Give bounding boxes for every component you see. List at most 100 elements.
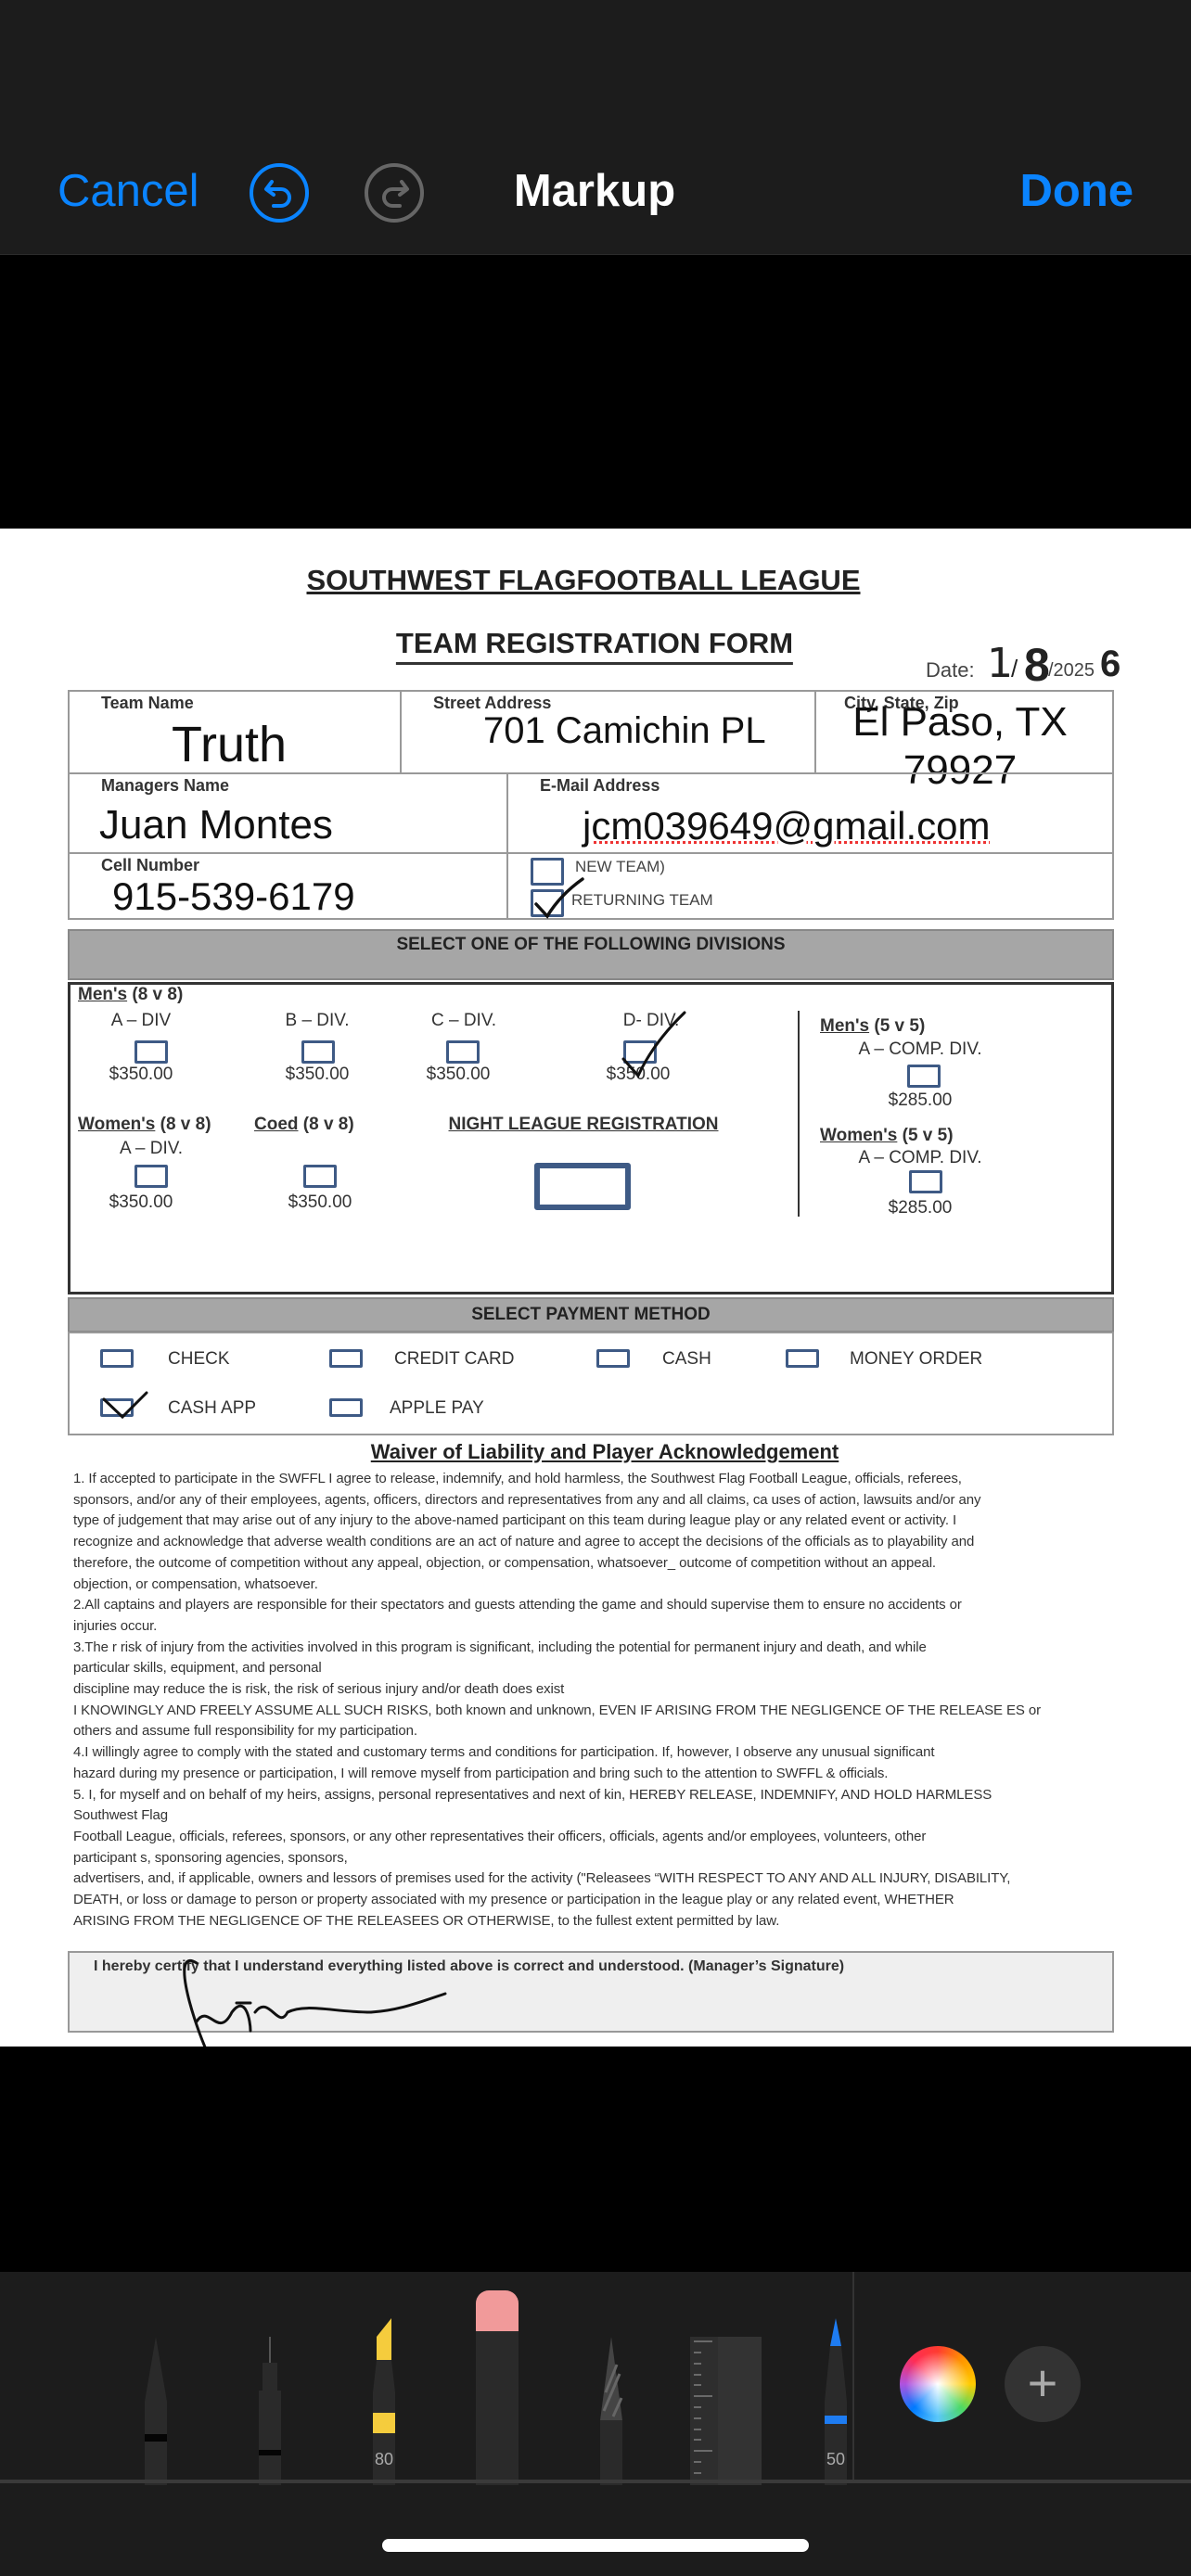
email-value: jcm039649@gmail.com	[583, 804, 991, 848]
check-label: CHECK	[168, 1349, 230, 1369]
team-name-label: Team Name	[101, 694, 194, 712]
manager-label: Managers Name	[101, 776, 230, 795]
waiver-line: objection, or compensation, whatsoever.	[73, 1575, 318, 1592]
night-league-checkbox[interactable]	[534, 1163, 631, 1210]
ruler-tool[interactable]	[690, 2337, 762, 2485]
mens-a-price: $350.00	[109, 1065, 173, 1084]
city-value: El Paso, TX	[852, 699, 1068, 745]
team-name-cell[interactable]: Team Name Truth	[68, 690, 402, 774]
mens-a-div-label: A – DIV	[110, 1011, 172, 1030]
highlighter-tool[interactable]: 80	[367, 2318, 401, 2485]
manager-signature	[183, 1959, 447, 2047]
zip-value: 79927	[903, 747, 1018, 793]
date-printed-year: /2025	[1048, 660, 1095, 681]
divisions-box	[68, 982, 1114, 1294]
cash-app-label: CASH APP	[168, 1398, 257, 1418]
mens-c-div-checkbox[interactable]	[446, 1040, 480, 1064]
payment-box	[68, 1332, 1114, 1435]
coed-checkbox[interactable]	[303, 1165, 337, 1188]
waiver-line: 2.All captains and players are responsib…	[73, 1597, 962, 1613]
signature-box[interactable]: I hereby certify that I understand every…	[68, 1951, 1114, 2033]
mens-comp-price: $285.00	[888, 1090, 953, 1110]
credit-card-checkbox[interactable]	[329, 1349, 363, 1368]
womens-a-div-checkbox[interactable]	[134, 1165, 168, 1188]
womens-comp-div-checkbox[interactable]	[909, 1170, 942, 1193]
coed-8v8-heading: Coed (8 v 8)	[254, 1115, 354, 1134]
manager-value: Juan Montes	[99, 802, 333, 848]
money-order-label: MONEY ORDER	[850, 1349, 983, 1369]
mens-b-div-checkbox[interactable]	[301, 1040, 335, 1064]
payment-header: SELECT PAYMENT METHOD	[68, 1297, 1114, 1333]
credit-card-label: CREDIT CARD	[394, 1349, 515, 1369]
waiver-line: I KNOWINGLY AND FREELY ASSUME ALL SUCH R…	[73, 1702, 1042, 1718]
waiver-line: Football League, officials, referees, sp…	[73, 1828, 927, 1844]
handwriting-annotations	[102, 877, 686, 2047]
new-team-checkbox[interactable]	[531, 858, 564, 886]
mens-d-div-checkbox[interactable]	[623, 1040, 657, 1064]
mens-a-div-checkbox[interactable]	[134, 1040, 168, 1064]
apple-pay-checkbox[interactable]	[329, 1398, 363, 1417]
street-address-cell[interactable]: Street Address 701 Camichin PL	[400, 690, 816, 774]
pencil-tool[interactable]	[595, 2337, 628, 2485]
mens-b-price: $350.00	[285, 1065, 350, 1084]
womens-5v5-heading: Women's (5 v 5)	[820, 1126, 954, 1145]
color-wheel-icon[interactable]	[900, 2346, 976, 2422]
waiver-line: ARISING FROM THE NEGLIGENCE OF THE RELEA…	[73, 1912, 780, 1929]
fineliner-tool[interactable]	[253, 2337, 287, 2485]
waiver-title: Waiver of Liability and Player Acknowled…	[370, 1440, 839, 1463]
mens-5v5-heading: Men's (5 v 5)	[820, 1016, 926, 1036]
waiver-line: 4.I willingly agree to comply with the s…	[73, 1744, 935, 1761]
pen-tool[interactable]	[139, 2337, 173, 2485]
check-checkbox[interactable]	[100, 1349, 134, 1368]
plus-icon[interactable]: +	[1005, 2346, 1081, 2422]
mens-b-div-label: B – DIV.	[285, 1011, 350, 1030]
checkmark-d-div	[621, 1011, 686, 1078]
apple-pay-label: APPLE PAY	[390, 1398, 484, 1418]
womens-8v8-heading: Women's (8 v 8)	[78, 1115, 211, 1134]
womens-comp-price: $285.00	[888, 1198, 953, 1218]
cash-checkbox[interactable]	[596, 1349, 630, 1368]
mens-comp-div-label: A – COMP. DIV.	[858, 1039, 982, 1059]
team-status-cell: NEW TEAM) RETURNING TEAM	[506, 852, 1114, 920]
date-hand-day: 8	[1024, 639, 1050, 691]
markup-title: Markup	[513, 166, 676, 216]
undo-icon[interactable]	[248, 161, 311, 224]
waiver-line: discipline may reduce the is risk, the r…	[73, 1681, 565, 1697]
divider	[798, 1011, 800, 1217]
date-hand-sep: /	[1011, 655, 1018, 682]
waiver-line: DEATH, or loss or damage to person or pr…	[73, 1892, 954, 1907]
waiver-line: 1. If accepted to participate in the SWF…	[73, 1471, 962, 1486]
divisions-header: SELECT ONE OF THE FOLLOWING DIVISIONS	[68, 929, 1114, 980]
document-page[interactable]: SOUTHWEST FLAGFOOTBALL LEAGUE TEAM REGIS…	[0, 529, 1191, 2047]
cancel-button[interactable]: Cancel	[58, 166, 199, 216]
markup-toolbar: 80 50 +	[0, 2272, 1191, 2576]
home-indicator[interactable]	[382, 2539, 809, 2552]
waiver-line: recognize and acknowledge that adverse w…	[73, 1534, 975, 1550]
toolbar-divider	[852, 2272, 854, 2480]
waiver-line: 5. I, for myself and on behalf of my hei…	[73, 1786, 992, 1803]
done-button[interactable]: Done	[1019, 166, 1134, 216]
city-state-zip-cell[interactable]: City, State, Zip El Paso, TX 79927	[814, 690, 1114, 793]
mens-comp-div-checkbox[interactable]	[907, 1065, 941, 1088]
eraser-tool[interactable]	[476, 2290, 519, 2485]
waiver-line: type of judgement that may arise out of …	[73, 1512, 957, 1529]
money-order-checkbox[interactable]	[786, 1349, 819, 1368]
cell-number-cell[interactable]: Cell Number 915-539-6179	[68, 852, 508, 920]
womens-comp-div-label: A – COMP. DIV.	[858, 1148, 982, 1167]
street-label: Street Address	[433, 694, 552, 712]
street-value: 701 Camichin PL	[483, 710, 766, 751]
waiver-line: advertisers, and, if applicable, owners …	[73, 1870, 1011, 1887]
marker-tool[interactable]: 50	[819, 2318, 852, 2485]
form-title: SOUTHWEST FLAGFOOTBALL LEAGUE	[306, 564, 861, 596]
cell-label: Cell Number	[101, 856, 200, 874]
email-label: E-Mail Address	[540, 776, 660, 795]
date-label: Date:	[926, 658, 975, 682]
date-hand-month: 1	[987, 640, 1013, 687]
mens-c-div-label: C – DIV.	[430, 1011, 497, 1030]
womens-a-div-label: A – DIV.	[120, 1139, 183, 1158]
waiver-line: 3.The r risk of injury from the activiti…	[73, 1639, 927, 1655]
waiver-line: Southwest Flag	[73, 1807, 168, 1824]
form-subtitle: TEAM REGISTRATION FORM	[395, 627, 794, 665]
redo-icon[interactable]	[363, 161, 426, 224]
toolbar-separator	[0, 2480, 1191, 2483]
